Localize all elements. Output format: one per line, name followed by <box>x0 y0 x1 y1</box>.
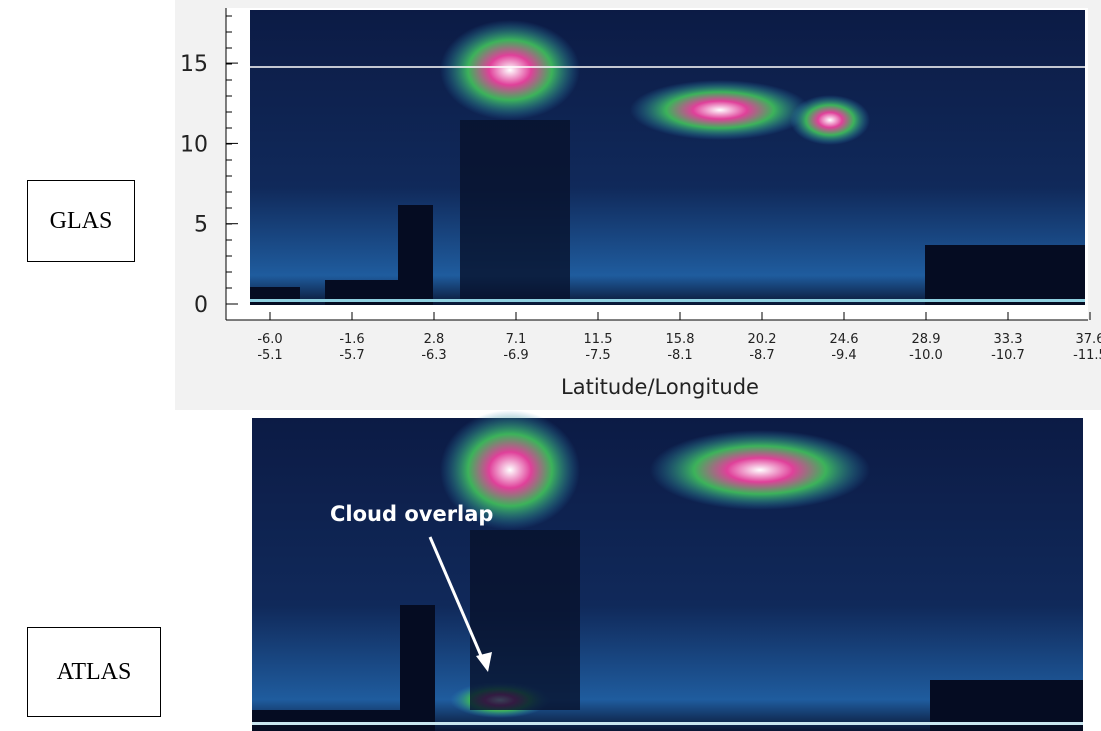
x-tick-label: 28.9 <box>912 332 941 347</box>
x-tick-label: -10.7 <box>991 348 1025 363</box>
x-tick-label: -7.5 <box>585 348 610 363</box>
x-tick-label: -10.0 <box>909 348 943 363</box>
x-axis-label: Latitude/Longitude <box>561 375 759 399</box>
x-tick-label: -1.6 <box>339 332 364 347</box>
x-tick-label: 11.5 <box>584 332 613 347</box>
y-tick-label: 15 <box>180 52 208 77</box>
x-tick-label: -6.9 <box>503 348 528 363</box>
lidar-images: 0 5 10 15 -6.0-5.1 -1.6-5.7 2.8-6.3 7.1-6.9 11.5… <box>0 0 1101 731</box>
x-tick-label: -6.3 <box>421 348 446 363</box>
glas-image <box>250 10 1085 305</box>
figure: GLAS ATLAS 051015-6.0-5.1-1.6-5.72.8-6.3… <box>0 0 1101 731</box>
x-tick-label: -5.7 <box>339 348 364 363</box>
atlas-image <box>252 410 1083 731</box>
x-tick-label: 37.6 <box>1076 332 1101 347</box>
x-tick-label: -8.7 <box>749 348 774 363</box>
x-tick-label: -6.0 <box>257 332 282 347</box>
x-tick-label: 15.8 <box>666 332 695 347</box>
x-tick-label: 7.1 <box>506 332 527 347</box>
x-tick-label: 20.2 <box>748 332 777 347</box>
x-tick-label: -9.4 <box>831 348 856 363</box>
x-tick-label: 24.6 <box>830 332 859 347</box>
y-tick-label: 0 <box>194 293 208 318</box>
y-tick-label: 5 <box>194 213 208 238</box>
x-tick-label: -8.1 <box>667 348 692 363</box>
y-tick-label: 10 <box>180 132 208 157</box>
x-tick-label: 2.8 <box>424 332 445 347</box>
x-tick-label: 33.3 <box>994 332 1023 347</box>
x-tick-label: -5.1 <box>257 348 282 363</box>
x-tick-label: -11.5 <box>1073 348 1101 363</box>
annotation: Cloud overlap <box>330 502 493 526</box>
